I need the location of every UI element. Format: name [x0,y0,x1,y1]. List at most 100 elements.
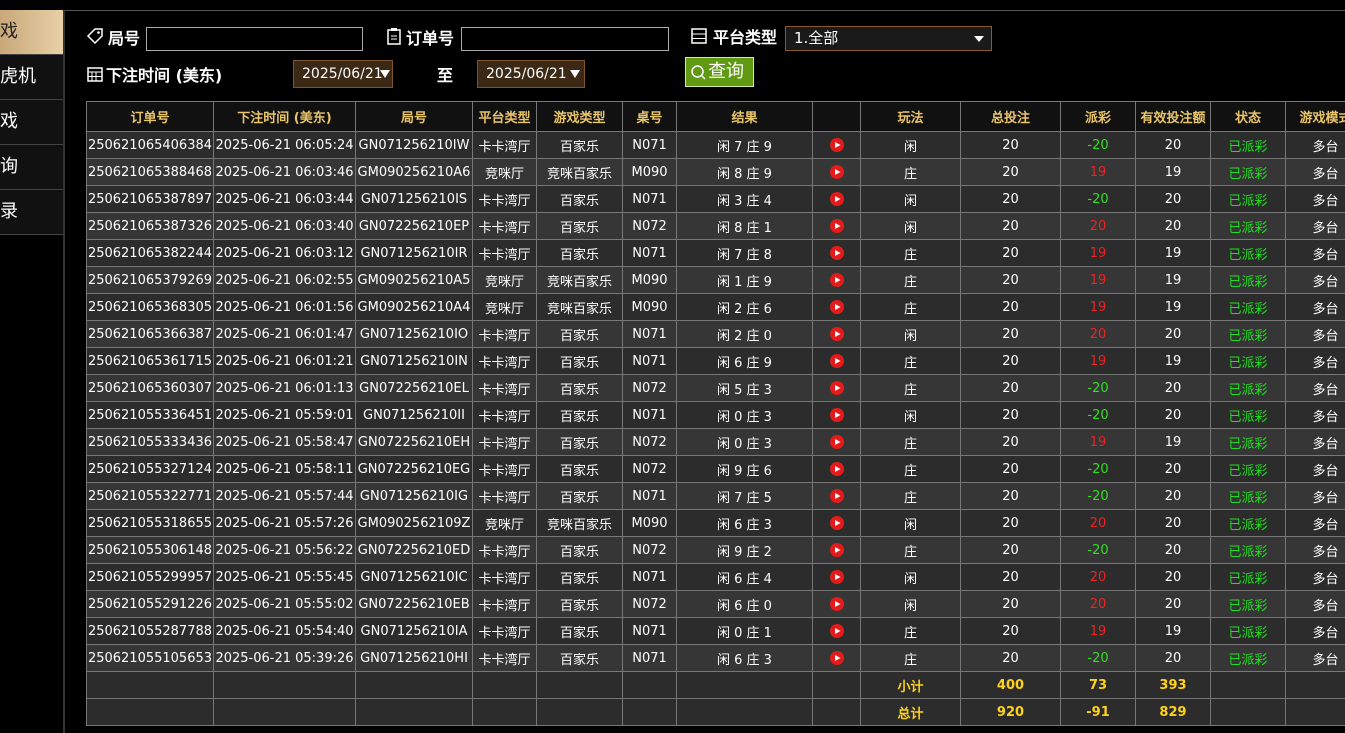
total-value: -91 [1060,698,1136,726]
replay-cell[interactable] [812,239,861,267]
play-icon[interactable] [829,543,844,557]
replay-cell[interactable] [812,482,861,510]
order-label: 订单号 [406,29,455,48]
table-cell: 250621065388468 [86,158,214,186]
play-icon[interactable] [829,408,844,422]
replay-cell[interactable] [812,455,861,483]
table-cell: 闲 9 庄 2 [676,536,813,564]
sidebar-item[interactable]: 录 [0,190,63,235]
table-cell: 250621055333436 [86,428,214,456]
empty-cell [676,671,813,699]
table-row: 250621055306148 2025-06-21 05:56:22 GN0722… [86,536,1345,564]
table-row: 250621055336451 2025-06-21 05:59:01 GN0712… [86,401,1345,429]
replay-cell[interactable] [812,293,861,321]
table-cell: 已派彩 [1210,266,1286,294]
play-icon[interactable] [829,273,844,287]
round-label: 局号 [108,29,141,48]
replay-cell[interactable] [812,266,861,294]
play-icon[interactable] [829,192,844,206]
clipboard-icon [387,28,401,45]
table-cell: 2025-06-21 06:03:12 [213,239,356,267]
sidebar-item[interactable]: 戏 [0,10,63,55]
table-cell: 已派彩 [1210,590,1286,618]
table-cell: 20 [1135,563,1211,591]
table-cell: 2025-06-21 05:57:44 [213,482,356,510]
play-icon[interactable] [829,435,844,449]
table-cell: 20 [960,293,1061,321]
play-icon[interactable] [829,597,844,611]
table-row: 250621065382244 2025-06-21 06:03:12 GN0712… [86,239,1345,267]
sidebar-item[interactable]: 虎机 [0,55,63,100]
table-cell: 闲 [860,212,961,240]
play-icon[interactable] [829,570,844,584]
replay-cell[interactable] [812,563,861,591]
order-input[interactable] [461,27,669,51]
empty-cell [536,671,623,699]
table-cell: 卡卡湾厅 [472,644,537,672]
replay-cell[interactable] [812,536,861,564]
date-from[interactable]: 2025/06/21 [293,60,393,88]
play-icon[interactable] [829,516,844,530]
replay-cell[interactable] [812,374,861,402]
replay-cell[interactable] [812,590,861,618]
empty-cell [1210,671,1286,699]
table-cell: N072 [622,212,677,240]
dropdown-arrow [380,70,390,78]
table-cell: 已派彩 [1210,536,1286,564]
table-cell: 闲 2 庄 0 [676,320,813,348]
play-icon[interactable] [829,165,844,179]
empty-cell [812,671,861,699]
date-to[interactable]: 2025/06/21 [477,60,585,88]
play-icon[interactable] [829,138,844,152]
play-icon[interactable] [829,651,844,665]
empty-cell [472,671,537,699]
table-cell: N071 [622,482,677,510]
play-icon[interactable] [829,354,844,368]
table-cell: 20 [1135,536,1211,564]
replay-cell[interactable] [812,644,861,672]
platform-select[interactable]: 1.全部 [785,26,992,51]
replay-cell[interactable] [812,617,861,645]
table-cell: 卡卡湾厅 [472,482,537,510]
replay-cell[interactable] [812,401,861,429]
table-cell: 庄 [860,428,961,456]
table-cell: N071 [622,131,677,159]
table-cell: 多台 [1285,509,1345,537]
table-cell: 2025-06-21 05:39:26 [213,644,356,672]
search-button[interactable]: 查询 [685,57,754,87]
table-cell: 已派彩 [1210,239,1286,267]
replay-cell[interactable] [812,509,861,537]
play-icon[interactable] [829,462,844,476]
empty-cell [1210,698,1286,726]
replay-cell[interactable] [812,212,861,240]
table-cell: 250621055287788 [86,617,214,645]
empty-cell [1285,698,1345,726]
sidebar-item[interactable]: 询 [0,145,63,190]
table-cell: -20 [1060,644,1136,672]
replay-cell[interactable] [812,347,861,375]
replay-cell[interactable] [812,428,861,456]
play-icon[interactable] [829,219,844,233]
play-icon[interactable] [829,246,844,260]
table-cell: GN071256210IA [355,617,473,645]
play-icon[interactable] [829,327,844,341]
replay-cell[interactable] [812,158,861,186]
column-header: 平台类型 [472,101,537,132]
play-icon[interactable] [829,381,844,395]
table-cell: 2025-06-21 05:56:22 [213,536,356,564]
play-icon[interactable] [829,624,844,638]
play-icon[interactable] [829,300,844,314]
replay-cell[interactable] [812,185,861,213]
round-input[interactable] [146,27,363,51]
table-cell: 19 [1135,347,1211,375]
table-row: 250621055299957 2025-06-21 05:55:45 GN0712… [86,563,1345,591]
sidebar-item[interactable]: 戏 [0,100,63,145]
table-cell: 20 [1135,185,1211,213]
table-cell: 已派彩 [1210,212,1286,240]
replay-cell[interactable] [812,320,861,348]
replay-cell[interactable] [812,131,861,159]
play-icon[interactable] [829,489,844,503]
table-cell: 20 [960,617,1061,645]
